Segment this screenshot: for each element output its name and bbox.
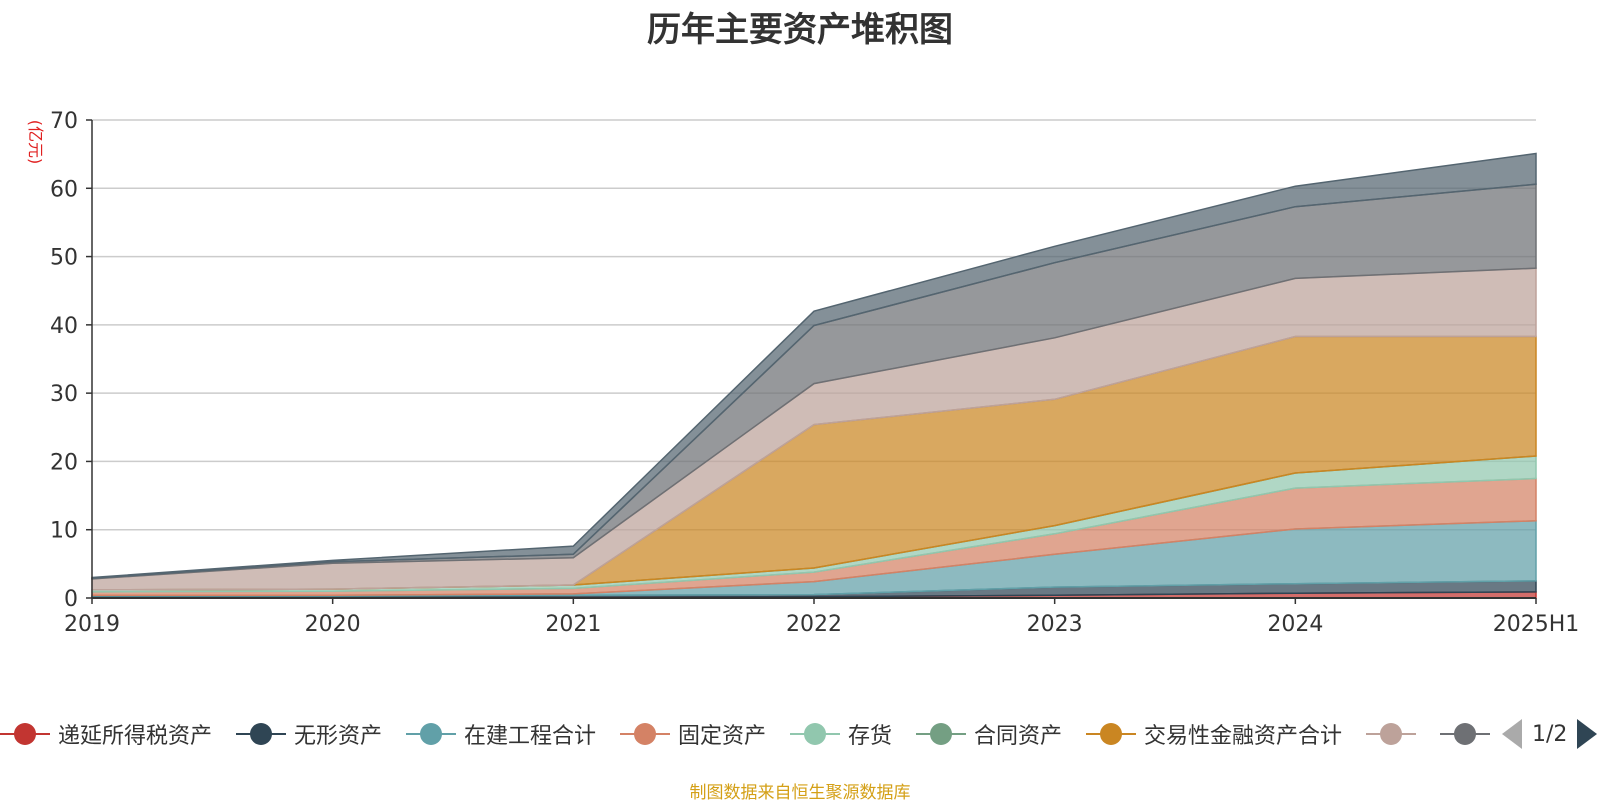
x-tick-label: 2024 [1267, 612, 1323, 637]
legend-label: 在建工程合计 [464, 724, 597, 749]
legend-marker-icon [1440, 716, 1490, 752]
legend-item[interactable]: 递延所得税资产 [0, 716, 212, 752]
chart-legend: 递延所得税资产 无形资产 在建工程合计 固定资产 存货 合同资产 交易性金融资产合计 [0, 716, 1600, 752]
data-source-note: 制图数据来自恒生聚源数据库 [689, 783, 911, 803]
x-tick-label: 2019 [64, 612, 120, 637]
legend-label: 无形资产 [294, 724, 383, 749]
legend-marker-icon [1086, 716, 1136, 752]
y-tick-label: 50 [50, 246, 78, 271]
y-axis-label: (亿元) [26, 120, 45, 165]
legend-next-icon[interactable] [1577, 719, 1598, 749]
x-tick-label: 2023 [1027, 612, 1083, 637]
legend-label: 固定资产 [678, 724, 767, 749]
area-series-9 [91, 152, 1537, 580]
legend-item[interactable] [1440, 716, 1490, 752]
legend-item[interactable] [1366, 716, 1416, 752]
legend-item[interactable]: 无形资产 [236, 716, 382, 752]
axes: 0 10 20 30 40 50 60 70 2019 2020 2021 2022 2023 2024 2… [50, 109, 1579, 637]
legend-item[interactable]: 存货 [790, 716, 892, 752]
x-tick-label: 2020 [305, 612, 361, 637]
y-tick-label: 10 [50, 519, 78, 544]
y-tick-label: 40 [50, 314, 78, 339]
legend-marker-icon [916, 716, 966, 752]
x-tick-label: 2021 [545, 612, 601, 637]
y-tick-label: 70 [50, 109, 78, 134]
x-tick-label: 2022 [786, 612, 842, 637]
legend-label: 存货 [848, 724, 893, 749]
legend-label: 递延所得税资产 [58, 724, 213, 749]
legend-marker-icon [790, 716, 840, 752]
legend-marker-icon [620, 716, 670, 752]
legend-prev-icon[interactable] [1502, 719, 1522, 749]
area-series [91, 152, 1537, 599]
legend-pager: 1/2 [1502, 716, 1598, 752]
y-tick-label: 30 [50, 382, 78, 407]
legend-label: 合同资产 [974, 724, 1063, 749]
y-tick-label: 20 [50, 450, 78, 475]
legend-item[interactable]: 固定资产 [620, 716, 766, 752]
legend-page-indicator: 1/2 [1532, 721, 1568, 747]
legend-marker-icon [0, 716, 50, 752]
y-tick-label: 60 [50, 177, 78, 202]
legend-marker-icon [406, 716, 456, 752]
chart-title: 历年主要资产堆积图 [647, 10, 953, 50]
legend-marker-icon [236, 716, 286, 752]
y-tick-label: 0 [64, 587, 78, 612]
legend-item[interactable]: 在建工程合计 [406, 716, 596, 752]
legend-marker-icon [1366, 716, 1416, 752]
legend-item[interactable]: 合同资产 [916, 716, 1062, 752]
x-tick-label: 2025H1 [1493, 612, 1580, 637]
legend-item[interactable]: 交易性金融资产合计 [1086, 716, 1342, 752]
legend-label: 交易性金融资产合计 [1144, 724, 1343, 749]
